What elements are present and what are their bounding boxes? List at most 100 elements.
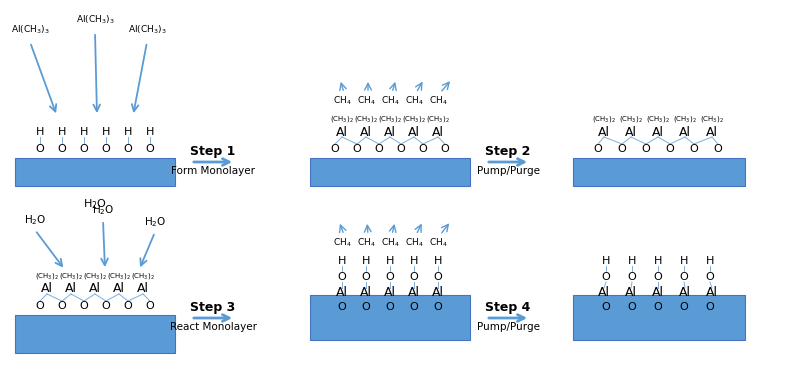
- Text: O: O: [434, 302, 442, 312]
- Bar: [573, 295, 745, 340]
- Text: Al: Al: [360, 287, 372, 300]
- Text: Form Monolayer: Form Monolayer: [171, 166, 255, 176]
- Text: O: O: [102, 301, 110, 311]
- Text: Al: Al: [652, 126, 664, 138]
- Text: Al: Al: [336, 287, 348, 300]
- Text: O: O: [418, 144, 427, 154]
- Text: $\mathregular{CH_4}$: $\mathregular{CH_4}$: [357, 95, 375, 107]
- Text: H: H: [102, 127, 110, 137]
- Text: O: O: [680, 302, 688, 312]
- Text: H: H: [386, 256, 394, 266]
- Text: O: O: [36, 301, 44, 311]
- Text: H: H: [706, 256, 714, 266]
- Text: Al: Al: [360, 126, 372, 138]
- Text: H: H: [124, 127, 132, 137]
- Text: H: H: [146, 127, 154, 137]
- Text: $\mathregular{Al(CH_3)_3}$: $\mathregular{Al(CH_3)_3}$: [128, 24, 166, 36]
- Text: Step 4: Step 4: [486, 300, 530, 314]
- Text: O: O: [102, 144, 110, 154]
- Text: O: O: [594, 144, 602, 154]
- Text: $\mathregular{CH_4}$: $\mathregular{CH_4}$: [381, 237, 399, 249]
- Text: H: H: [362, 256, 370, 266]
- Text: Al: Al: [384, 126, 396, 138]
- Text: H: H: [628, 256, 636, 266]
- Text: H: H: [680, 256, 688, 266]
- Text: O: O: [602, 272, 610, 282]
- Text: Step 2: Step 2: [486, 144, 530, 158]
- Text: $\mathregular{Al(CH_3)_3}$: $\mathregular{Al(CH_3)_3}$: [76, 14, 114, 26]
- Text: O: O: [628, 272, 636, 282]
- Text: React Monolayer: React Monolayer: [170, 322, 257, 332]
- Text: O: O: [642, 144, 650, 154]
- Text: $\mathregular{(CH_3)_2}$: $\mathregular{(CH_3)_2}$: [426, 114, 450, 124]
- Text: O: O: [628, 302, 636, 312]
- Text: Pump/Purge: Pump/Purge: [477, 322, 539, 332]
- Text: $\mathregular{(CH_3)_2}$: $\mathregular{(CH_3)_2}$: [592, 114, 616, 124]
- Text: O: O: [362, 302, 370, 312]
- Text: Al: Al: [137, 282, 149, 296]
- Text: Al: Al: [625, 287, 637, 300]
- Text: H: H: [338, 256, 346, 266]
- Text: Al: Al: [679, 287, 691, 300]
- Text: $\mathregular{(CH_3)_2}$: $\mathregular{(CH_3)_2}$: [83, 271, 107, 281]
- Bar: [15, 315, 175, 353]
- Text: O: O: [146, 301, 154, 311]
- Text: Al: Al: [384, 287, 396, 300]
- Text: Al: Al: [408, 126, 420, 138]
- Text: $\mathregular{H_2O}$: $\mathregular{H_2O}$: [24, 213, 46, 227]
- Text: O: O: [706, 272, 714, 282]
- Text: Pump/Purge: Pump/Purge: [477, 166, 539, 176]
- Text: O: O: [338, 302, 346, 312]
- Text: Al: Al: [432, 126, 444, 138]
- Text: $\mathregular{(CH_3)_2}$: $\mathregular{(CH_3)_2}$: [700, 114, 724, 124]
- Text: $\mathregular{CH_4}$: $\mathregular{CH_4}$: [429, 237, 447, 249]
- Bar: [15, 158, 175, 186]
- Text: $\mathregular{(CH_3)_2}$: $\mathregular{(CH_3)_2}$: [131, 271, 155, 281]
- Text: Al: Al: [432, 287, 444, 300]
- Text: $\mathregular{CH_4}$: $\mathregular{CH_4}$: [333, 95, 351, 107]
- Text: Al: Al: [679, 126, 691, 138]
- Text: Al: Al: [89, 282, 101, 296]
- Text: $\mathregular{Al(CH_3)_3}$: $\mathregular{Al(CH_3)_3}$: [10, 24, 50, 36]
- Text: O: O: [353, 144, 362, 154]
- Text: O: O: [58, 144, 66, 154]
- Text: O: O: [714, 144, 722, 154]
- Text: O: O: [124, 301, 132, 311]
- Text: Al: Al: [706, 126, 718, 138]
- Text: H: H: [602, 256, 610, 266]
- Text: Al: Al: [598, 287, 610, 300]
- Text: H: H: [434, 256, 442, 266]
- Text: $\mathregular{(CH_3)_2}$: $\mathregular{(CH_3)_2}$: [107, 271, 131, 281]
- Text: O: O: [362, 272, 370, 282]
- Text: O: O: [80, 301, 88, 311]
- Text: O: O: [706, 302, 714, 312]
- Bar: [310, 295, 470, 340]
- Text: $\mathregular{(CH_3)_2}$: $\mathregular{(CH_3)_2}$: [619, 114, 643, 124]
- Text: O: O: [80, 144, 88, 154]
- Text: O: O: [397, 144, 406, 154]
- Text: Al: Al: [652, 287, 664, 300]
- Text: H: H: [80, 127, 88, 137]
- Text: $\mathregular{CH_4}$: $\mathregular{CH_4}$: [405, 95, 423, 107]
- Bar: [573, 158, 745, 186]
- Text: H: H: [36, 127, 44, 137]
- Text: O: O: [618, 144, 626, 154]
- Text: $\mathregular{H_2O}$: $\mathregular{H_2O}$: [144, 215, 166, 229]
- Text: O: O: [690, 144, 698, 154]
- Text: O: O: [338, 272, 346, 282]
- Text: Al: Al: [41, 282, 53, 296]
- Text: O: O: [330, 144, 339, 154]
- Text: Al: Al: [598, 126, 610, 138]
- Text: O: O: [374, 144, 383, 154]
- Text: $\mathregular{H_2O}$: $\mathregular{H_2O}$: [83, 197, 107, 211]
- Text: O: O: [602, 302, 610, 312]
- Text: O: O: [410, 272, 418, 282]
- Text: Al: Al: [706, 287, 718, 300]
- Text: O: O: [654, 272, 662, 282]
- Text: Al: Al: [408, 287, 420, 300]
- Text: $\mathregular{(CH_3)_2}$: $\mathregular{(CH_3)_2}$: [402, 114, 426, 124]
- Text: $\mathregular{(CH_3)_2}$: $\mathregular{(CH_3)_2}$: [59, 271, 83, 281]
- Text: $\mathregular{(CH_3)_2}$: $\mathregular{(CH_3)_2}$: [330, 114, 354, 124]
- Text: $\mathregular{CH_4}$: $\mathregular{CH_4}$: [357, 237, 375, 249]
- Text: Al: Al: [65, 282, 77, 296]
